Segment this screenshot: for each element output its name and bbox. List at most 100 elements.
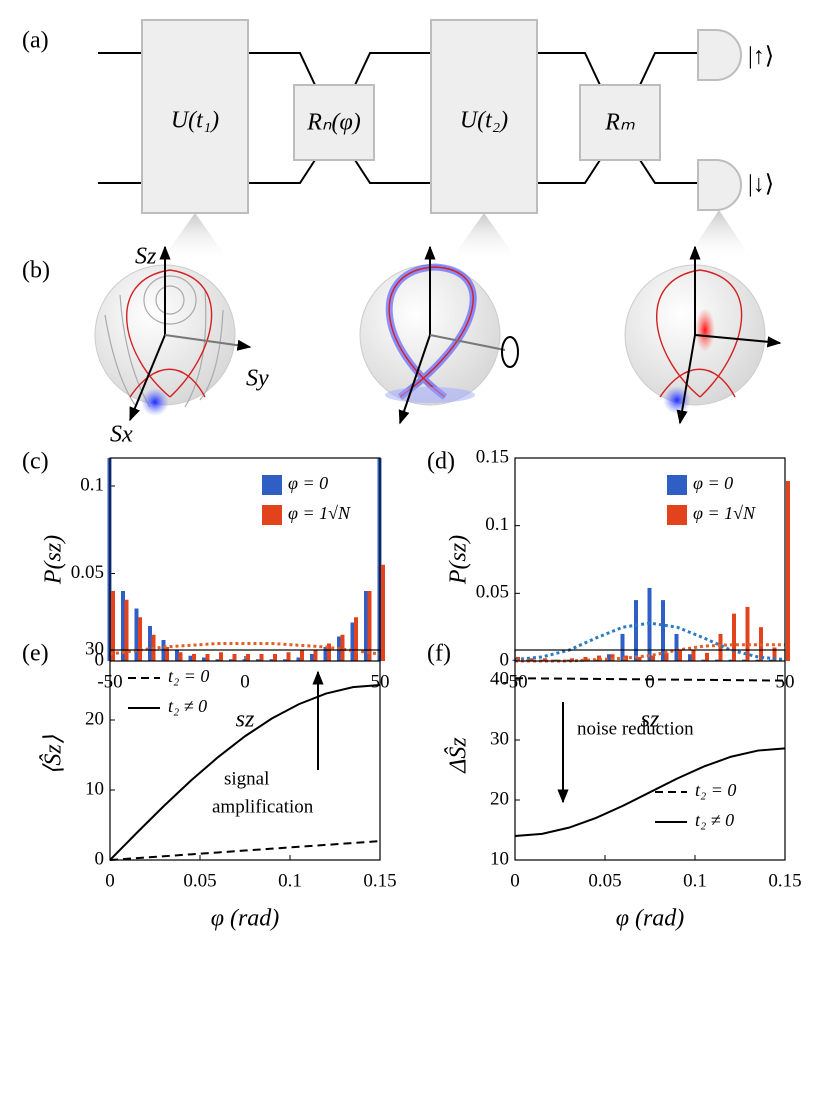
bar bbox=[381, 564, 385, 661]
bar bbox=[192, 654, 196, 661]
legend-label: t₂ ≠ 0 bbox=[695, 810, 734, 830]
y-tick-label: 0.1 bbox=[80, 474, 104, 495]
bar bbox=[664, 652, 669, 661]
y-tick-label: 0 bbox=[500, 649, 510, 670]
y-tick-label: 0 bbox=[95, 848, 105, 869]
y-tick-label: 0 bbox=[95, 649, 105, 670]
bar bbox=[111, 591, 115, 661]
bar bbox=[259, 654, 264, 661]
y-axis-label: P(sz) bbox=[446, 535, 472, 585]
bar bbox=[219, 652, 223, 661]
y-tick-label: 0.15 bbox=[476, 446, 509, 467]
bar bbox=[323, 647, 328, 661]
bar bbox=[661, 600, 665, 661]
series-line bbox=[514, 677, 786, 682]
gate-label: Rₙ(φ) bbox=[306, 110, 360, 136]
panel-label: (e) bbox=[22, 641, 49, 667]
bar bbox=[772, 647, 777, 661]
bar bbox=[728, 659, 733, 661]
y-axis-label: P(sz) bbox=[41, 535, 67, 585]
zoom-cones bbox=[160, 210, 754, 262]
bar bbox=[742, 659, 746, 661]
legend-label: t₂ = 0 bbox=[695, 780, 736, 800]
bar bbox=[607, 654, 611, 661]
bar bbox=[229, 659, 233, 661]
bar bbox=[651, 655, 655, 661]
y-tick-label: 20 bbox=[490, 788, 509, 809]
axis-label: Sz bbox=[135, 244, 157, 270]
y-tick-label: 30 bbox=[85, 638, 104, 659]
x-axis-label: sz bbox=[641, 707, 660, 733]
bar bbox=[148, 626, 152, 661]
output-label: |↑⟩ bbox=[748, 44, 774, 70]
bar bbox=[624, 655, 628, 661]
panel-label: (f) bbox=[427, 641, 451, 667]
y-tick-label: 0.1 bbox=[485, 514, 509, 535]
bar bbox=[769, 659, 773, 661]
gates bbox=[141, 19, 742, 214]
bar bbox=[313, 650, 318, 661]
legend-label: φ = 1√N bbox=[693, 503, 756, 523]
legend-label: φ = 1√N bbox=[288, 503, 351, 523]
bar bbox=[786, 481, 790, 661]
annotation: noise reduction bbox=[577, 718, 694, 739]
bar bbox=[340, 634, 345, 661]
x-tick-label: 0 bbox=[510, 870, 520, 891]
x-tick-label: 0 bbox=[105, 870, 115, 891]
x-tick-label: 0.1 bbox=[278, 870, 302, 891]
x-tick-label: 0 bbox=[645, 671, 655, 692]
bar bbox=[354, 617, 358, 661]
axes-frame bbox=[109, 457, 381, 662]
bar bbox=[691, 650, 696, 661]
x-axis-label: sz bbox=[236, 707, 255, 733]
x-tick-label: 0.05 bbox=[183, 870, 216, 891]
bar bbox=[310, 654, 314, 661]
bar bbox=[121, 591, 125, 661]
x-axis-label: φ (rad) bbox=[211, 906, 280, 932]
bar bbox=[175, 650, 179, 661]
bar bbox=[705, 652, 709, 661]
gate-label: Rₘ bbox=[604, 110, 635, 136]
bar bbox=[202, 657, 206, 661]
panel-label: (b) bbox=[22, 258, 50, 284]
y-tick-label: 30 bbox=[490, 728, 509, 749]
bar bbox=[215, 659, 220, 661]
bar bbox=[138, 617, 142, 661]
bar bbox=[674, 633, 679, 661]
y-tick-label: 0.05 bbox=[476, 582, 509, 603]
bar bbox=[755, 659, 760, 661]
bar bbox=[178, 652, 183, 661]
annotation: amplification bbox=[212, 796, 314, 817]
bar bbox=[553, 659, 557, 661]
bar bbox=[327, 643, 331, 661]
bar bbox=[188, 655, 193, 661]
y-tick-label: 20 bbox=[85, 708, 104, 729]
bar bbox=[256, 659, 260, 661]
wires bbox=[98, 52, 698, 184]
x-tick-label: 0.1 bbox=[683, 870, 707, 891]
x-tick-label: 0.15 bbox=[363, 870, 396, 891]
bar bbox=[296, 657, 301, 661]
bar bbox=[283, 659, 287, 661]
bar bbox=[701, 659, 706, 661]
bar bbox=[566, 659, 571, 661]
series-line bbox=[514, 621, 786, 662]
axes-frame bbox=[514, 649, 786, 861]
bar bbox=[273, 654, 277, 661]
legend-swatch bbox=[262, 475, 282, 495]
y-axis-label: ⟨Ŝz⟩ bbox=[40, 734, 67, 775]
bar bbox=[516, 656, 520, 661]
legend-label: φ = 0 bbox=[693, 473, 733, 493]
bar bbox=[300, 650, 304, 661]
panel-label: (c) bbox=[22, 449, 49, 475]
panel-label: (a) bbox=[22, 28, 49, 54]
y-tick-label: 0.05 bbox=[71, 562, 104, 583]
y-tick-label: 40 bbox=[490, 668, 509, 689]
output-label: |↓⟩ bbox=[748, 172, 774, 198]
bar bbox=[242, 659, 247, 661]
x-tick-label: 0.05 bbox=[588, 870, 621, 891]
y-tick-label: 10 bbox=[85, 778, 104, 799]
bar bbox=[134, 608, 139, 661]
panel-label: (d) bbox=[427, 449, 455, 475]
series-line bbox=[109, 840, 381, 861]
